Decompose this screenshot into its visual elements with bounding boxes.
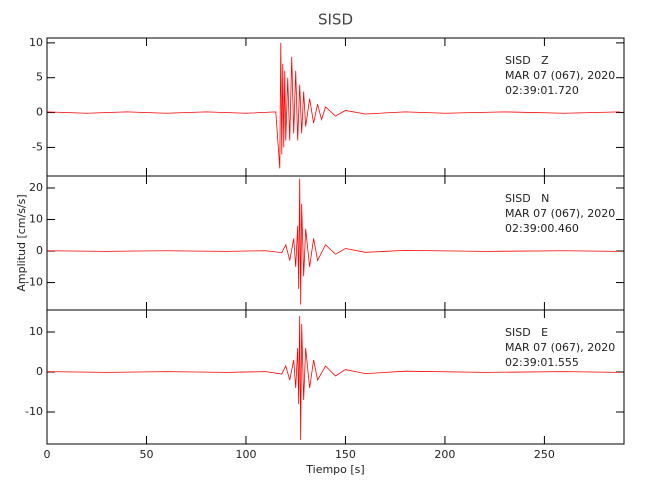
y-tick-label: 0 — [36, 106, 43, 119]
y-axis-label: Amplitud [cm/s/s] — [15, 194, 28, 291]
waveform — [46, 315, 621, 441]
x-axis-label: Tiempo [s] — [305, 463, 364, 476]
y-tick-label: 20 — [29, 181, 43, 194]
x-tick-label: 100 — [235, 448, 256, 461]
y-tick-label: -5 — [32, 140, 43, 153]
station-annotation: SISD E — [505, 326, 548, 339]
y-tick-label: -10 — [25, 276, 43, 289]
station-annotation: MAR 07 (067), 2020 — [505, 69, 615, 82]
plot-frame — [46, 309, 625, 445]
station-annotation: SISD N — [505, 192, 549, 205]
station-annotation: MAR 07 (067), 2020 — [505, 341, 615, 354]
y-tick-label: 5 — [36, 71, 43, 84]
x-tick-label: 0 — [44, 448, 51, 461]
y-tick-label: 10 — [29, 36, 43, 49]
waveform — [46, 42, 621, 169]
y-tick-label: 10 — [29, 213, 43, 226]
station-annotation: SISD Z — [505, 54, 549, 67]
x-tick-label: 250 — [534, 448, 555, 461]
station-annotation: 02:39:01.555 — [505, 356, 579, 369]
waveform — [46, 178, 621, 305]
x-tick-label: 50 — [139, 448, 153, 461]
y-tick-label: 0 — [36, 244, 43, 257]
station-annotation: 02:39:01.720 — [505, 84, 579, 97]
y-tick-label: 10 — [29, 325, 43, 338]
station-annotation: 02:39:00.460 — [505, 222, 579, 235]
station-annotation: MAR 07 (067), 2020 — [505, 207, 615, 220]
y-tick-label: 0 — [36, 365, 43, 378]
x-tick-label: 200 — [434, 448, 455, 461]
chart-title: SISD — [318, 11, 353, 29]
y-tick-label: -10 — [25, 405, 43, 418]
x-tick-label: 150 — [335, 448, 356, 461]
